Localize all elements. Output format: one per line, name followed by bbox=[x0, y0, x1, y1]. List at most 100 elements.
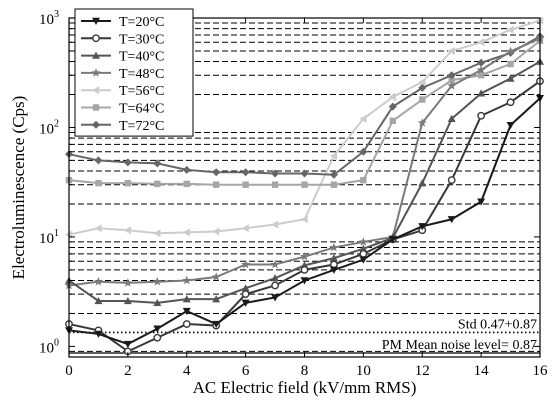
data-point bbox=[506, 46, 516, 56]
data-point bbox=[477, 72, 485, 79]
data-point bbox=[359, 147, 368, 156]
data-point bbox=[359, 256, 368, 264]
y-tick-label: 103 bbox=[39, 9, 59, 28]
data-point bbox=[241, 168, 250, 177]
data-point bbox=[92, 104, 100, 111]
data-point bbox=[360, 176, 367, 184]
legend-label: T=40°C bbox=[119, 50, 164, 65]
x-tick-label: 2 bbox=[124, 363, 132, 379]
data-point bbox=[182, 275, 192, 285]
data-point bbox=[154, 180, 161, 188]
data-point bbox=[477, 198, 486, 206]
legend-entry: T=72°C bbox=[81, 119, 164, 134]
data-point bbox=[212, 227, 220, 236]
x-tick-label: 4 bbox=[183, 363, 191, 379]
data-point bbox=[92, 86, 100, 95]
data-point bbox=[153, 333, 162, 342]
data-point bbox=[93, 276, 103, 286]
data-point bbox=[299, 251, 310, 261]
data-point bbox=[182, 320, 191, 328]
data-point bbox=[301, 181, 308, 188]
data-point bbox=[241, 299, 250, 307]
data-point bbox=[182, 307, 191, 316]
legend-label: T=30°C bbox=[119, 32, 164, 47]
x-tick-label: 16 bbox=[533, 363, 549, 379]
x-tick-label: 0 bbox=[65, 363, 73, 379]
data-point bbox=[95, 179, 102, 187]
data-point bbox=[271, 181, 279, 188]
data-point bbox=[123, 158, 132, 167]
data-point bbox=[182, 165, 191, 174]
x-tick-label: 10 bbox=[356, 363, 371, 379]
data-point bbox=[241, 290, 250, 299]
data-point bbox=[329, 266, 338, 274]
data-point bbox=[418, 78, 426, 87]
legend: T=20°C T=30°C T=40°C T=48°C T=56°C T=64°C T=72… bbox=[74, 8, 194, 137]
data-point bbox=[271, 294, 280, 302]
data-point bbox=[418, 83, 427, 92]
data-point bbox=[329, 151, 338, 160]
data-point bbox=[329, 170, 338, 179]
data-point bbox=[418, 223, 427, 231]
data-point bbox=[300, 169, 309, 178]
data-point bbox=[91, 68, 101, 77]
data-point bbox=[153, 298, 162, 307]
data-point bbox=[212, 295, 221, 303]
legend-label: T=56°C bbox=[119, 84, 164, 99]
x-tick-label: 14 bbox=[474, 363, 490, 379]
data-point bbox=[359, 249, 368, 258]
data-point bbox=[477, 58, 486, 67]
legend-entry: T=48°C bbox=[81, 67, 164, 82]
data-point bbox=[271, 274, 280, 282]
legend-label: T=48°C bbox=[119, 67, 164, 82]
data-point bbox=[183, 180, 190, 188]
legend-label: T=20°C bbox=[119, 15, 164, 30]
data-point bbox=[388, 102, 397, 111]
data-point bbox=[417, 118, 427, 127]
legend-entry: T=40°C bbox=[81, 50, 164, 65]
data-point bbox=[94, 156, 103, 165]
data-point bbox=[182, 228, 190, 237]
data-point bbox=[123, 296, 132, 305]
data-point bbox=[506, 25, 514, 34]
data-point bbox=[477, 111, 486, 120]
legend-entry: T=20°C bbox=[81, 15, 164, 30]
data-point bbox=[212, 181, 220, 188]
data-point bbox=[329, 242, 339, 252]
tick-layer: 0 2 4 6 8 10 12 14 16 100 101 102 103 bbox=[39, 9, 548, 379]
data-point bbox=[241, 259, 251, 269]
data-point bbox=[241, 284, 250, 292]
legend-label: T=72°C bbox=[119, 119, 164, 134]
legend-entry: T=56°C bbox=[81, 84, 164, 99]
data-point bbox=[358, 237, 368, 246]
x-tick-label: 12 bbox=[415, 363, 430, 379]
data-point bbox=[506, 74, 515, 82]
data-point bbox=[476, 65, 486, 74]
data-point bbox=[92, 51, 100, 59]
legend-entry: T=30°C bbox=[81, 32, 164, 47]
data-point bbox=[212, 168, 221, 177]
data-point bbox=[153, 229, 161, 238]
data-point bbox=[506, 98, 515, 107]
data-point bbox=[330, 181, 338, 188]
data-point bbox=[270, 259, 280, 269]
data-point bbox=[447, 176, 456, 185]
data-point bbox=[211, 272, 221, 281]
y-axis-title: Electroluminescence (Cps) bbox=[9, 96, 28, 280]
x-tick-label: 8 bbox=[301, 363, 309, 379]
data-point bbox=[329, 254, 338, 262]
data-point bbox=[389, 117, 397, 125]
data-point bbox=[242, 181, 249, 188]
data-point bbox=[300, 277, 309, 285]
data-point bbox=[418, 179, 427, 187]
data-point bbox=[447, 46, 455, 55]
data-point bbox=[94, 224, 102, 233]
data-point bbox=[477, 89, 486, 97]
data-point bbox=[507, 60, 514, 68]
series-T=40°C bbox=[65, 57, 544, 307]
data-point bbox=[94, 296, 103, 305]
data-point bbox=[123, 278, 133, 287]
data-point bbox=[300, 215, 308, 224]
data-point bbox=[447, 71, 456, 80]
